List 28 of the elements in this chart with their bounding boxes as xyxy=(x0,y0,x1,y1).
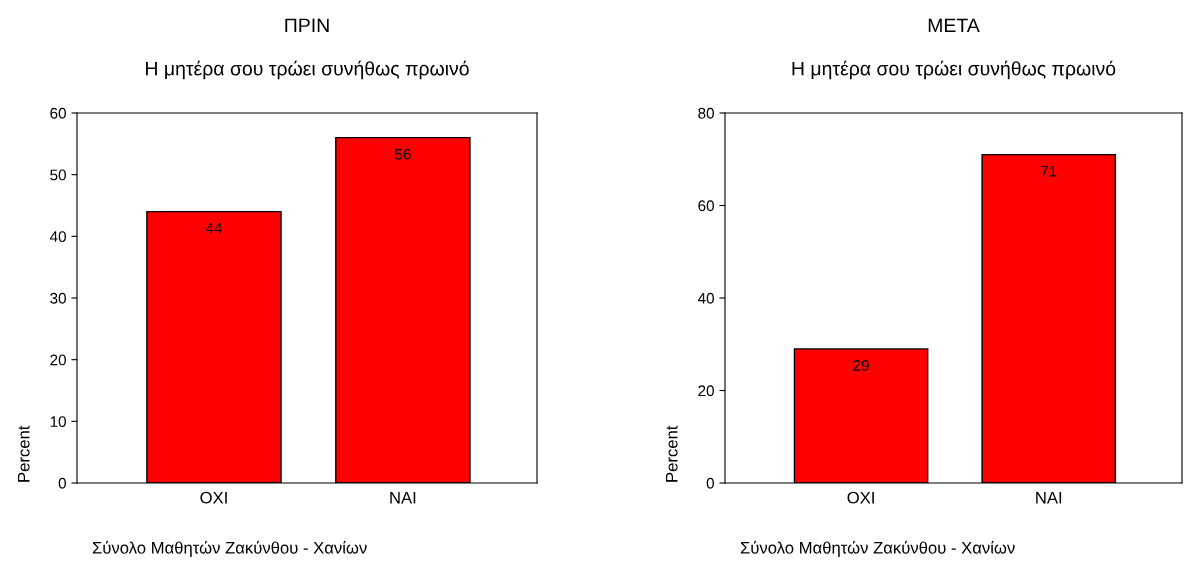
x-tick-label: OXI xyxy=(847,491,874,504)
chart-subtitle: Η μητέρα σου τρώει συνήθως πρωινό xyxy=(792,60,1116,80)
chart-title: ΠΡΙΝ xyxy=(285,18,329,33)
y-tick-label: 50 xyxy=(50,169,66,181)
y-tick-label: 10 xyxy=(50,416,66,428)
y-tick-label: 30 xyxy=(50,292,66,304)
text: Σύνολο Μαθητών Ζακύνθου - Χανίων xyxy=(740,540,1015,557)
y-tick-label: 0 xyxy=(706,477,714,489)
x-tick-label: NAI xyxy=(390,491,416,504)
y-axis-title: Percent xyxy=(666,425,678,482)
y-tick-label: 40 xyxy=(697,292,714,304)
data-label: 29 xyxy=(853,360,869,371)
y-tick-label: 20 xyxy=(50,354,66,366)
text: Σύνολο Μαθητών Ζακύνθου - Χανίων xyxy=(92,540,367,557)
chart-subtitle: Η μητέρα σου τρώει συνήθως πρωινό xyxy=(146,60,469,80)
x-tick-label: NAI xyxy=(1036,491,1062,504)
y-tick-label: 60 xyxy=(50,107,66,119)
data-label: 71 xyxy=(1041,165,1057,177)
y-tick-label: 0 xyxy=(58,477,66,489)
y-tick-label: 80 xyxy=(698,107,714,119)
x-tick-label: OXI xyxy=(200,491,227,504)
chart-title: ΜΕΤΑ xyxy=(928,18,980,33)
data-label: 56 xyxy=(394,148,411,160)
y-tick-label: 20 xyxy=(698,385,714,397)
y-axis-title: Percent xyxy=(18,425,30,482)
y-tick-label: 40 xyxy=(49,231,66,243)
y-tick-label: 60 xyxy=(698,200,714,212)
data-label: 44 xyxy=(205,222,223,234)
